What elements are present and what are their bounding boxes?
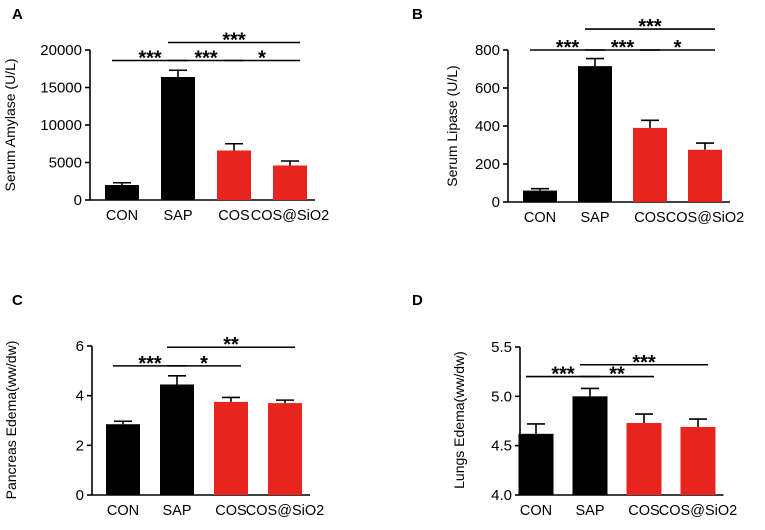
y-axis-label: Serum Amylase (U/L) (2, 58, 18, 191)
bar-cos@sio2 (688, 149, 722, 202)
x-category-label: COS (634, 210, 665, 226)
bar-cos (217, 150, 251, 200)
x-category-label: COS (628, 503, 659, 519)
bar-con (106, 424, 140, 495)
x-category-label: COS@SiO2 (666, 210, 744, 226)
panel-d: D Lungs Edema(ww/dw) 4.0 4.5 5.0 5.5 CON SAP COS… (412, 292, 737, 519)
y-tick-label: 10000 (40, 117, 82, 134)
significance-stars: * (674, 37, 682, 59)
bar-cos@sio2 (273, 165, 307, 200)
x-category-label: COS@SiO2 (251, 208, 329, 224)
bar-con (518, 433, 554, 495)
y-tick-label: 5000 (49, 155, 82, 172)
x-category-label: SAP (580, 210, 609, 226)
significance-stars: *** (222, 30, 246, 52)
significance-stars: *** (611, 37, 635, 59)
x-category-label: COS (218, 208, 249, 224)
y-tick-label: 5.0 (491, 388, 512, 405)
y-tick-label: 6 (76, 338, 84, 355)
panel-a: A Serum Amylase (U/L) 0 5000 10000 15000 20000… (2, 6, 329, 224)
panel-c: C Pancreas Edema(ww/dw) 0 2 4 6 CON SAP COS COS@S… (3, 292, 324, 519)
x-category-label: COS@SiO2 (246, 503, 324, 519)
x-category-label: SAP (575, 503, 604, 519)
y-tick-label: 5.5 (491, 339, 512, 356)
bar-cos (626, 422, 662, 495)
significance-stars: *** (194, 48, 218, 70)
y-axis-label: Lungs Edema(ww/dw) (451, 351, 467, 489)
y-tick-label: 4 (76, 388, 84, 405)
bar-cos@sio2 (680, 426, 716, 495)
panel-letter: A (12, 6, 23, 23)
bar-cos (214, 401, 248, 495)
x-category-label: CON (520, 503, 552, 519)
bar-sap (572, 396, 608, 495)
panel-b: B Serum Lipase (U/L) 0 200 400 600 800 CON SAP CO… (412, 6, 744, 226)
significance-stars: *** (551, 364, 575, 386)
y-tick-label: 4.5 (491, 438, 512, 455)
bar-sap (161, 77, 195, 200)
y-tick-label: 200 (475, 156, 500, 173)
significance-stars: *** (138, 353, 162, 375)
panel-letter: B (412, 6, 423, 23)
y-axis-label: Serum Lipase (U/L) (444, 65, 460, 186)
x-category-label: SAP (162, 503, 191, 519)
y-tick-label: 0 (492, 194, 500, 211)
bar-sap (578, 66, 612, 203)
y-tick-label: 2 (76, 437, 84, 454)
panel-letter: D (412, 292, 423, 309)
significance-stars: *** (632, 352, 656, 374)
y-tick-label: 0 (76, 487, 84, 504)
significance-stars: *** (556, 37, 580, 59)
x-category-label: COS@SiO2 (659, 503, 737, 519)
y-tick-label: 600 (475, 80, 500, 97)
y-tick-label: 0 (74, 192, 82, 209)
bar-con (105, 185, 139, 200)
significance-stars: *** (638, 16, 662, 38)
bar-cos@sio2 (268, 403, 302, 495)
significance-stars: * (258, 48, 266, 70)
panel-letter: C (12, 292, 23, 309)
y-axis-label: Pancreas Edema(ww/dw) (3, 341, 19, 500)
y-tick-label: 4.0 (491, 487, 512, 504)
bar-con (523, 190, 557, 202)
y-tick-label: 800 (475, 42, 500, 59)
x-category-label: SAP (163, 208, 192, 224)
significance-stars: ** (223, 334, 239, 356)
x-category-label: CON (524, 210, 556, 226)
y-tick-label: 400 (475, 118, 500, 135)
y-tick-label: 20000 (40, 42, 82, 59)
bar-sap (160, 384, 194, 495)
significance-stars: ** (609, 364, 625, 386)
x-category-label: COS (215, 503, 246, 519)
x-category-label: CON (106, 208, 138, 224)
x-category-label: CON (107, 503, 139, 519)
y-tick-label: 15000 (40, 80, 82, 97)
significance-stars: * (200, 353, 208, 375)
bar-cos (633, 127, 667, 202)
significance-stars: *** (138, 48, 162, 70)
